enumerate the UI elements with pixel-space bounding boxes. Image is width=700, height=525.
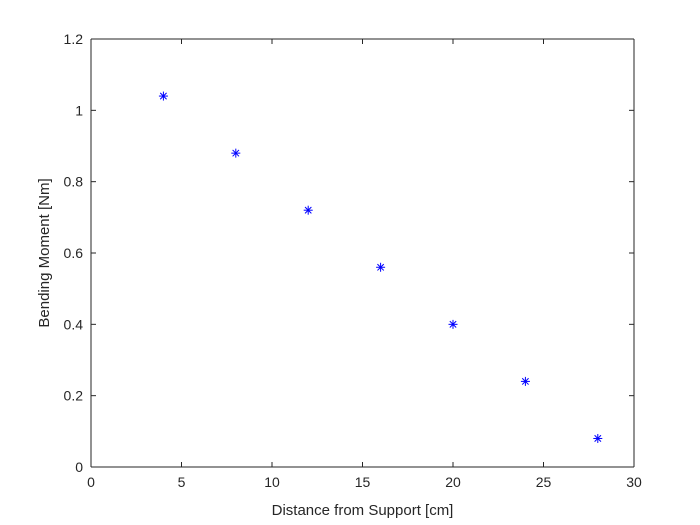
data-point	[448, 319, 458, 329]
y-tick-label: 0.4	[64, 316, 84, 332]
x-tick-label: 20	[445, 474, 461, 490]
y-tick-label: 0.6	[64, 245, 84, 261]
y-tick-label: 1	[75, 102, 83, 118]
y-tick-label: 0.2	[64, 388, 84, 404]
y-axis-label: Bending Moment [Nm]	[36, 178, 53, 327]
data-point	[520, 376, 530, 386]
x-tick-label: 0	[87, 474, 95, 490]
x-tick-label: 5	[178, 474, 186, 490]
data-point	[376, 262, 386, 272]
x-tick-label: 30	[626, 474, 642, 490]
data-point	[303, 205, 313, 215]
x-tick-label: 10	[264, 474, 280, 490]
y-tick-label: 0.8	[64, 174, 84, 190]
y-tick-label: 1.2	[64, 31, 84, 47]
data-point	[158, 91, 168, 101]
x-tick-label: 25	[536, 474, 552, 490]
x-tick-label: 15	[355, 474, 371, 490]
data-points	[158, 91, 603, 443]
axes: 0 5 10 15 20 25 30 0 0.2 0.4 0.6 0.8 1 1.2	[64, 31, 642, 490]
data-point	[593, 433, 603, 443]
data-point	[231, 148, 241, 158]
x-axis-label: Distance from Support [cm]	[272, 502, 454, 519]
y-tick-label: 0	[75, 459, 83, 475]
plot-area	[91, 39, 634, 467]
